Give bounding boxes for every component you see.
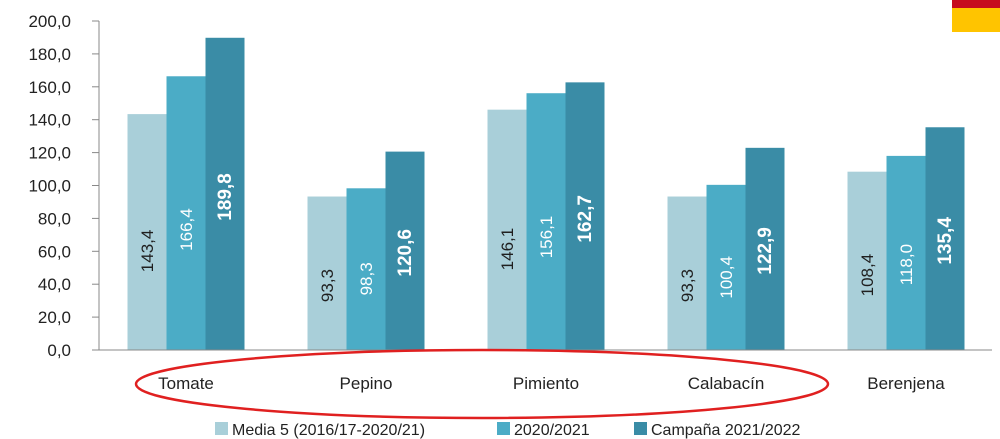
x-tick-label: Pimiento [513,374,579,393]
legend-swatch [215,422,228,435]
bar [565,82,605,351]
flag-icon [952,0,1000,32]
y-tick-label: 80,0 [38,209,71,228]
y-tick-label: 100,0 [28,177,71,196]
bar [205,37,245,351]
data-label: 98,3 [357,262,376,295]
data-label: 122,9 [755,227,776,275]
data-label: 189,8 [215,173,236,221]
highlight-ellipse [134,348,830,420]
legend-swatch [497,422,510,435]
x-tick-label: Tomate [158,374,214,393]
x-tick-label: Calabacín [688,374,765,393]
bar [166,76,206,350]
annotation [134,348,830,420]
y-tick-label: 60,0 [38,242,71,261]
data-label: 108,4 [858,254,877,297]
y-axis: 0,0 20,0 40,0 60,0 80,0 100,0 120,0 140,0 160,0 1… [28,12,100,360]
legend-label: 2020/2021 [514,422,590,439]
x-axis: Tomate Pepino Pimiento Calabacín Berenjena [99,349,992,393]
data-label: 118,0 [897,244,916,285]
data-label: 93,3 [318,269,337,302]
y-tick-label: 160,0 [28,78,71,97]
bar [706,184,746,350]
data-label: 100,4 [717,256,736,299]
flag-stripe-red [952,0,1000,8]
data-label: 93,3 [678,269,697,302]
y-tick-label: 120,0 [28,144,71,163]
y-tick-label: 20,0 [38,308,71,327]
y-tick-label: 180,0 [28,45,71,64]
bars [127,37,965,351]
data-label: 156,1 [537,216,556,259]
bar [667,196,707,350]
bar [346,188,386,350]
bar [886,155,926,350]
y-tick-label: 0,0 [47,341,71,360]
bar [127,114,167,351]
data-label: 162,7 [575,195,596,243]
data-label: 143,4 [138,230,157,273]
data-label: 166,4 [177,208,196,251]
bar [745,147,785,350]
legend-label: Campaña 2021/2022 [651,422,801,439]
legend-swatch [634,422,647,435]
legend-label: Media 5 (2016/17-2020/21) [232,422,425,439]
y-tick-label: 40,0 [38,275,71,294]
x-tick-label: Pepino [340,374,393,393]
bar [526,93,566,350]
bar [487,109,527,350]
bar [385,151,425,350]
y-tick-label: 140,0 [28,111,71,130]
data-label: 135,4 [935,217,956,265]
legend: Media 5 (2016/17-2020/21) 2020/2021 Campañ… [215,422,801,439]
flag-stripe-yellow [952,8,1000,32]
data-label: 120,6 [395,229,416,277]
y-tick-label: 200,0 [28,12,71,31]
bar [925,127,965,350]
x-tick-label: Berenjena [867,374,945,393]
data-labels: 143,4 166,4 189,8 93,3 98,3 120,6 146,1 156,1 16… [138,173,956,302]
bar [847,171,887,350]
bar [307,196,347,350]
data-label: 146,1 [498,228,517,271]
